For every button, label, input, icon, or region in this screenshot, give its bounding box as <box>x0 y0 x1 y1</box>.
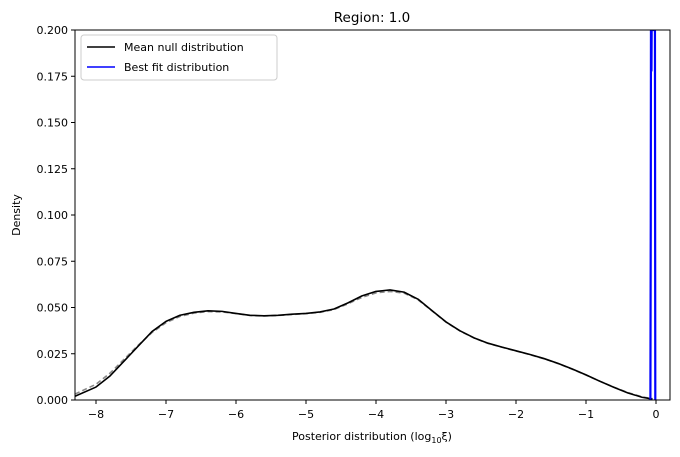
x-tick-label: −7 <box>158 408 174 421</box>
x-tick-label: −6 <box>228 408 244 421</box>
x-tick-label: 0 <box>653 408 660 421</box>
x-tick-label: −1 <box>578 408 594 421</box>
x-tick-label: −3 <box>438 408 454 421</box>
x-tick-label: −8 <box>88 408 104 421</box>
legend-label-mean-null: Mean null distribution <box>124 41 244 54</box>
mean-null-line <box>75 289 653 400</box>
y-tick-label: 0.025 <box>37 348 69 361</box>
x-axis-label-prefix: Posterior distribution (log <box>292 430 431 443</box>
x-tick-label: −2 <box>508 408 524 421</box>
y-tick-label: 0.075 <box>37 255 69 268</box>
x-tick-label: −4 <box>368 408 384 421</box>
best-fit-line <box>649 30 657 400</box>
y-axis-ticks: 0.000 0.025 0.050 0.075 0.100 0.125 0.150 0.175… <box>37 24 75 407</box>
y-tick-label: 0.200 <box>37 24 69 37</box>
x-axis-label-subscript: 10 <box>431 436 441 445</box>
y-tick-label: 0.050 <box>37 302 69 315</box>
chart-title: Region: 1.0 <box>334 10 411 26</box>
legend-label-best-fit: Best fit distribution <box>124 61 229 74</box>
series-layer <box>75 30 657 400</box>
y-tick-label: 0.125 <box>37 163 69 176</box>
y-tick-label: 0.100 <box>37 209 69 222</box>
y-tick-label: 0.150 <box>37 117 69 130</box>
null-sample-dashed-line <box>75 290 653 400</box>
y-tick-label: 0.000 <box>37 394 69 407</box>
x-axis-label: Posterior distribution (log10ξ) <box>292 430 452 445</box>
y-tick-label: 0.175 <box>37 70 69 83</box>
x-axis-label-suffix: ξ) <box>442 430 452 443</box>
legend-frame <box>80 34 278 81</box>
plot-frame <box>74 29 671 401</box>
y-axis-label: Density <box>10 194 23 236</box>
x-axis-ticks: −8 −7 −6 −5 −4 −3 −2 −1 0 <box>88 400 660 421</box>
x-tick-label: −5 <box>298 408 314 421</box>
legend: Mean null distribution Best fit distribu… <box>80 34 278 81</box>
